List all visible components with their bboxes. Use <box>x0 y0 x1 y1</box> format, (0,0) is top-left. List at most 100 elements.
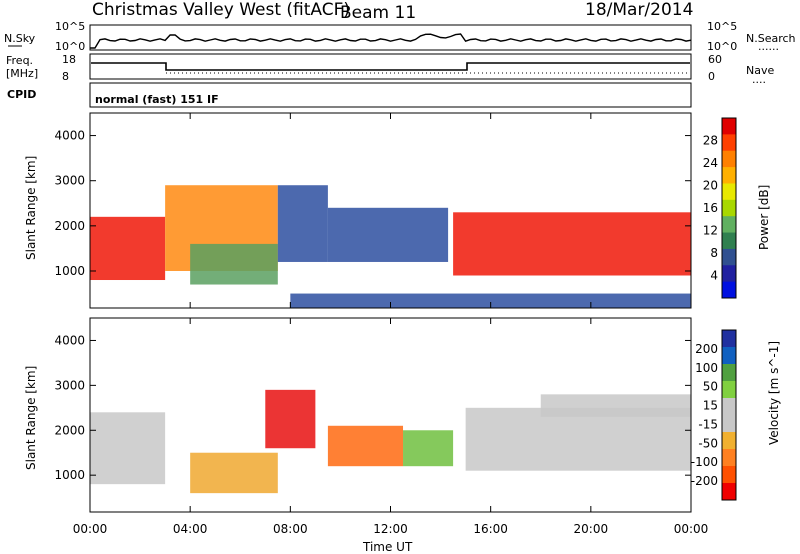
nave-legend: .... <box>752 73 766 86</box>
colorbar-swatch <box>722 330 736 348</box>
colorbar-swatch <box>722 483 736 501</box>
power-y-ticks: 1000 2000 3000 4000 <box>54 129 691 278</box>
colorbar-tick-label: -100 <box>691 455 718 469</box>
nsearch-legend: ...... <box>758 40 779 53</box>
time-axis: 00:00 04:00 08:00 12:00 16:00 20:00 00:00 <box>73 113 709 536</box>
plot-title: Christmas Valley West (fitACF) <box>92 0 350 20</box>
colorbar-swatch <box>722 466 736 484</box>
data-region <box>327 425 404 467</box>
colorbar-tick-label: 28 <box>703 134 718 148</box>
noise-strip-frame <box>89 24 692 51</box>
nave-label: Nave <box>746 64 774 77</box>
x-tick-label: 12:00 <box>373 522 408 536</box>
colorbar-swatch <box>722 449 736 467</box>
colorbar-tick-label: 100 <box>695 361 718 375</box>
nave-tick-bottom: 0 <box>708 70 715 83</box>
velocity-y-ticks: 1000 2000 3000 4000 <box>54 333 691 482</box>
data-region <box>327 207 449 262</box>
frequency-strip-frame <box>89 53 692 80</box>
colorbar-tick-label: 12 <box>703 224 718 238</box>
power-panel: 1000 2000 3000 4000 Slant Range [km] 28 24 20… <box>24 112 771 309</box>
y-tick-label: 1000 <box>54 264 85 278</box>
colorbar-swatch <box>722 398 736 416</box>
freq-label: Freq. <box>6 54 33 67</box>
colorbar-swatch <box>722 281 736 299</box>
colorbar-tick-label: -200 <box>691 474 718 488</box>
cpid-label: CPID <box>7 88 36 101</box>
colorbar-swatch <box>722 248 736 266</box>
data-region <box>403 430 454 467</box>
nsky-tick-top: 10^5 <box>55 20 85 33</box>
colorbar-swatch <box>722 432 736 450</box>
colorbar-swatch <box>722 199 736 217</box>
data-region <box>190 243 278 285</box>
y-tick-label: 3000 <box>54 174 85 188</box>
colorbar-tick-label: 24 <box>703 156 718 170</box>
data-region <box>190 452 278 494</box>
freq-tick-bottom: 8 <box>62 70 69 83</box>
colorbar-swatch <box>722 347 736 365</box>
nsky-label: N.Sky <box>4 32 36 45</box>
colorbar-swatch <box>722 216 736 234</box>
velocity-data <box>90 389 691 494</box>
y-tick-label: 3000 <box>54 378 85 392</box>
power-data <box>90 185 691 308</box>
cpid-row: CPID normal (fast) 151 IF <box>7 82 692 108</box>
x-tick-label: 00:00 <box>73 522 108 536</box>
data-region <box>277 185 328 262</box>
colorbar-tick-label: 50 <box>703 380 718 394</box>
nsearch-tick-bottom: 10^0 <box>707 40 737 53</box>
colorbar-tick-label: -15 <box>698 417 718 431</box>
data-region <box>265 389 316 449</box>
data-region <box>453 212 691 276</box>
power-colorbar-label: Power [dB] <box>757 185 771 250</box>
colorbar-swatch <box>722 183 736 201</box>
y-tick-label: 2000 <box>54 219 85 233</box>
y-tick-label: 2000 <box>54 423 85 437</box>
velocity-panel: 1000 2000 3000 4000 Slant Range [km] 200 100… <box>24 317 781 513</box>
colorbar-swatch <box>722 134 736 152</box>
colorbar-swatch <box>722 364 736 382</box>
data-region <box>90 412 166 485</box>
velocity-colorbar-label: Velocity [m s^-1] <box>767 341 781 445</box>
colorbar-swatch <box>722 118 736 135</box>
data-region <box>465 407 691 471</box>
y-tick-label: 4000 <box>54 129 85 143</box>
colorbar-tick-label: 20 <box>703 179 718 193</box>
velocity-ylabel: Slant Range [km] <box>24 366 38 470</box>
colorbar-tick-label: 16 <box>703 201 718 215</box>
colorbar-swatch <box>722 232 736 250</box>
x-axis-label: Time UT <box>362 540 413 554</box>
beam-label: Beam 11 <box>340 3 416 23</box>
colorbar-frame <box>721 117 737 299</box>
x-tick-label: 04:00 <box>173 522 208 536</box>
x-tick-label: 20:00 <box>574 522 609 536</box>
power-ylabel: Slant Range [km] <box>24 156 38 260</box>
power-colorbar: 28 24 20 16 12 8 4 <box>703 117 737 299</box>
nsearch-label: N.Search <box>746 32 796 45</box>
nsky-trace <box>90 33 692 49</box>
nsky-tick-bottom: 10^0 <box>55 40 85 53</box>
colorbar-frame <box>721 329 737 501</box>
x-tick-label: 16:00 <box>473 522 508 536</box>
colorbar-tick-label: -50 <box>698 436 718 450</box>
x-tick-label: 00:00 <box>674 522 709 536</box>
colorbar-swatch <box>722 150 736 168</box>
cpid-value: normal (fast) 151 IF <box>95 93 219 106</box>
y-tick-label: 4000 <box>54 333 85 347</box>
frequency-strip: Freq. [MHz] 18 8 60 0 Nave .... <box>6 53 774 86</box>
nave-tick-top: 60 <box>708 53 722 66</box>
velocity-colorbar: 200 100 50 15 -15 -50 -100 -200 <box>691 329 737 501</box>
data-region <box>90 216 166 281</box>
x-tick-label: 08:00 <box>273 522 308 536</box>
date-label: 18/Mar/2014 <box>585 0 693 20</box>
colorbar-tick-label: 8 <box>710 246 718 260</box>
freq-tick-top: 18 <box>62 53 76 66</box>
data-region <box>540 394 691 417</box>
frequency-trace <box>91 62 690 71</box>
colorbar-tick-label: 4 <box>710 269 718 283</box>
colorbar-swatch <box>722 265 736 283</box>
y-tick-label: 1000 <box>54 468 85 482</box>
colorbar-tick-label: 200 <box>695 342 718 356</box>
